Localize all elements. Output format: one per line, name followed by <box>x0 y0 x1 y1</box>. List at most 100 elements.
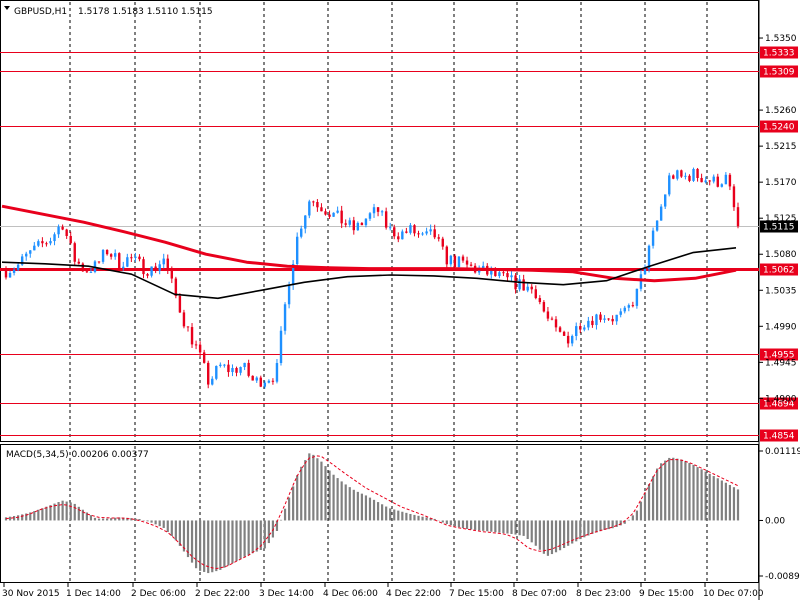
candle-body-43 <box>178 295 182 313</box>
candle-body-67 <box>275 362 279 382</box>
candle-body-73 <box>300 228 303 237</box>
candle-body-18 <box>77 261 80 264</box>
candle-body-163 <box>664 194 667 207</box>
candle-body-159 <box>647 245 651 270</box>
candle-body-164 <box>668 175 671 195</box>
macd-indicator: 0.01119 0.00 -0.00895 <box>4 447 800 582</box>
candle-body-132 <box>538 298 542 303</box>
ohlc-label: 1.5178 1.5183 1.5110 1.5115 <box>78 7 213 17</box>
candle-body-82 <box>336 210 339 213</box>
level-label-4: 1.4955 <box>763 351 795 361</box>
candle-body-93 <box>380 211 384 213</box>
candle-body-65 <box>267 380 271 383</box>
candle-body-129 <box>526 286 529 291</box>
time-label-11: 10 Dec 07:00 <box>703 589 764 599</box>
level-label-5: 1.4894 <box>763 400 795 410</box>
candle-body-62 <box>255 377 258 381</box>
candle-body-152 <box>619 311 622 315</box>
candle-body-60 <box>247 362 250 376</box>
candle-body-26 <box>109 254 113 257</box>
candle-body-144 <box>587 320 590 328</box>
candle-body-108 <box>441 238 444 247</box>
candle-body-44 <box>182 312 186 327</box>
time-label-6: 4 Dec 22:00 <box>386 589 441 599</box>
candle-body-55 <box>227 364 230 373</box>
macd-header-label: MACD(5,34,5) 0.00206 0.00377 <box>6 450 149 460</box>
candle-body-100 <box>409 225 412 233</box>
candle-body-140 <box>570 335 574 344</box>
candle-body-162 <box>659 206 663 221</box>
horizontal-levels: 1.5333 1.5309 1.5240 1.5062 1.4955 1.4894 1.48… <box>0 46 798 442</box>
macd-tick-label-0: 0.01119 <box>765 447 800 457</box>
time-label-1: 1 Dec 14:00 <box>66 589 121 599</box>
candle-body-155 <box>631 305 635 307</box>
candle-body-104 <box>425 231 428 234</box>
candle-body-172 <box>700 177 703 183</box>
candle-body-31 <box>130 257 133 259</box>
price-tick-label-7: 1.4990 <box>765 322 797 332</box>
candle-body-53 <box>219 364 222 366</box>
candle-body-41 <box>170 269 174 279</box>
ma-fast-line <box>1 247 737 300</box>
price-tick-label-3: 1.5170 <box>765 178 797 188</box>
candle-body-69 <box>283 304 287 331</box>
candle-body-85 <box>348 220 351 225</box>
price-tick-label-0: 1.5350 <box>765 34 797 44</box>
candle-body-50 <box>207 362 210 385</box>
candle-body-68 <box>279 330 283 363</box>
candle-body-133 <box>542 302 546 312</box>
candle-body-106 <box>433 229 436 238</box>
candle-body-107 <box>437 237 440 239</box>
candle-body-54 <box>223 364 226 366</box>
current-price-label: 1.5115 <box>763 223 795 233</box>
candle-body-157 <box>639 274 643 289</box>
candle-body-88 <box>360 222 364 226</box>
candle-body-57 <box>235 367 238 373</box>
candle-body-169 <box>688 175 691 181</box>
symbol-label: GBPUSD,H1 <box>14 7 67 17</box>
candle-body-86 <box>352 220 356 231</box>
candle-body-168 <box>684 175 687 177</box>
candle-body-125 <box>510 275 513 278</box>
candle-body-87 <box>356 222 360 231</box>
candle-body-39 <box>162 258 165 265</box>
candle-body-58 <box>239 367 242 373</box>
level-box-6 <box>760 429 798 442</box>
candle-body-64 <box>263 382 267 387</box>
candle-body-79 <box>324 211 327 215</box>
candle-body-78 <box>320 207 323 212</box>
level-box-5 <box>760 397 798 410</box>
candle-body-56 <box>231 367 234 373</box>
time-label-0: 30 Nov 2015 <box>2 589 60 599</box>
candle-body-135 <box>550 318 554 320</box>
candle-body-161 <box>655 220 659 231</box>
candle-body-51 <box>211 378 214 385</box>
candle-body-32 <box>134 256 137 258</box>
candle-body-71 <box>291 264 295 286</box>
time-label-4: 3 Dec 14:00 <box>259 589 314 599</box>
candle-body-99 <box>405 231 408 233</box>
price-tick-label-1: 1.5260 <box>765 106 797 116</box>
candle-body-179 <box>728 174 732 187</box>
candle-body-40 <box>166 258 169 270</box>
level-box-2 <box>760 120 798 133</box>
candle-body-151 <box>615 314 618 322</box>
candle-body-84 <box>344 223 347 225</box>
candle-body-28 <box>118 253 121 269</box>
candle-body-160 <box>651 230 655 246</box>
candle-body-8 <box>37 241 40 246</box>
candle-body-27 <box>113 253 117 257</box>
candle-body-124 <box>506 273 509 278</box>
candle-body-141 <box>575 326 578 336</box>
candle-body-11 <box>49 241 52 244</box>
current-price-box <box>760 220 798 233</box>
price-tick-label-9: 1.4900 <box>765 394 797 404</box>
candle-body-101 <box>413 225 416 234</box>
candle-body-16 <box>69 236 72 244</box>
candle-body-80 <box>328 214 331 217</box>
candle-body-59 <box>243 362 246 368</box>
time-label-5: 4 Dec 06:00 <box>323 589 378 599</box>
candle-body-2 <box>12 269 16 273</box>
chart-menu-arrow-icon[interactable] <box>4 6 10 10</box>
